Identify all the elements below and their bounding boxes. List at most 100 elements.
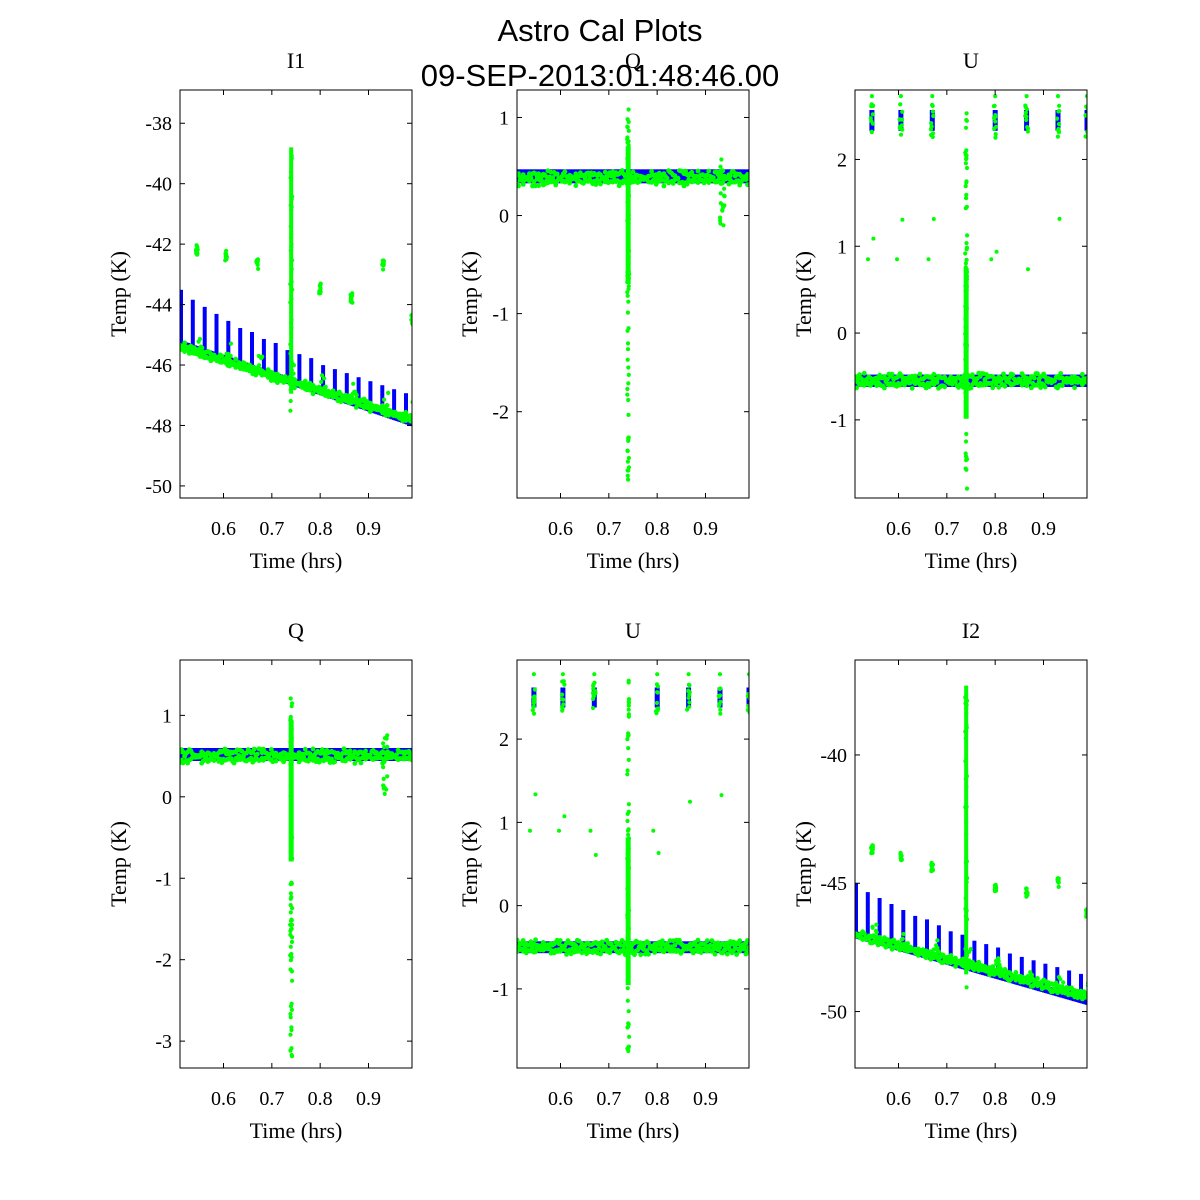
subplot-3: 0.6 0.7 0.8 0.9 2 1 0 -1 U Time (hrs) Temp (K): [791, 48, 1088, 573]
green-point: [638, 952, 644, 958]
green-point: [382, 397, 387, 402]
green-spike-point: [625, 986, 630, 991]
green-outlier-point: [651, 828, 656, 833]
green-cluster-point: [1085, 130, 1087, 135]
green-point: [996, 384, 1002, 390]
green-burst-point: [348, 299, 353, 304]
green-spike-point: [964, 156, 969, 161]
green-burst-point: [870, 850, 875, 856]
green-point: [1035, 371, 1040, 377]
subplot-title: U: [963, 48, 979, 73]
green-spike-point: [626, 477, 631, 482]
green-cluster-point: [685, 707, 690, 712]
y-tick-label: -42: [145, 234, 172, 256]
green-burst-point: [254, 258, 259, 263]
green-spike-point: [963, 331, 968, 337]
green-outlier-point: [926, 257, 931, 262]
green-minor-point: [721, 223, 726, 228]
green-point: [593, 182, 599, 187]
green-spike-point: [963, 454, 969, 459]
green-minor-point: [384, 752, 389, 758]
series-green: [855, 685, 1087, 1002]
green-spike-point: [625, 768, 630, 773]
green-point: [251, 746, 257, 752]
green-spike-point: [289, 818, 294, 823]
green-spike-point: [289, 704, 294, 709]
green-cluster-point: [1024, 107, 1030, 112]
green-burst-point: [869, 844, 874, 850]
green-point: [576, 938, 582, 944]
green-cluster-point: [898, 94, 904, 99]
x-tick-label: 0.9: [693, 518, 718, 540]
green-burst-point: [898, 851, 903, 856]
y-axis-label: Temp (K): [106, 251, 131, 337]
green-point: [745, 948, 749, 954]
y-tick-label: 2: [837, 149, 847, 171]
green-cluster-point: [747, 696, 749, 701]
green-minor-point: [720, 203, 725, 208]
green-cluster-point: [655, 672, 660, 677]
green-point: [994, 961, 999, 967]
green-spike-point: [964, 148, 969, 153]
green-point: [899, 937, 904, 942]
green-cluster-point: [591, 694, 597, 699]
green-point: [646, 940, 651, 946]
green-spike-point: [288, 903, 293, 908]
green-cluster-point: [686, 689, 691, 694]
green-outlier-point: [719, 793, 724, 798]
green-spike-point: [626, 234, 631, 239]
x-axis-label: Time (hrs): [250, 548, 343, 573]
green-spike-point: [964, 270, 969, 275]
green-point: [536, 183, 542, 189]
green-spike-point: [288, 896, 293, 901]
green-spike-point: [964, 196, 969, 201]
green-point: [598, 181, 603, 187]
green-cluster-point: [746, 672, 749, 677]
green-point: [644, 948, 650, 953]
y-tick-label: -1: [155, 868, 172, 890]
green-point: [306, 758, 311, 764]
axes-frame: [179, 89, 413, 499]
green-point: [517, 937, 520, 943]
green-cluster-point: [591, 683, 596, 688]
green-outlier-point: [1026, 267, 1030, 272]
green-minor-point: [382, 736, 387, 741]
green-burst-point: [994, 885, 999, 890]
green-cluster-point: [1025, 129, 1030, 134]
green-point: [996, 956, 1001, 961]
green-point: [341, 746, 347, 752]
green-point: [746, 176, 749, 181]
green-cluster-point: [869, 94, 875, 99]
green-point: [695, 937, 701, 943]
green-minor-point: [381, 783, 386, 788]
green-spike-point: [288, 714, 293, 720]
green-spike-point: [625, 459, 631, 464]
green-spike-point: [289, 951, 294, 957]
green-minor-point: [381, 765, 386, 770]
green-point: [211, 758, 217, 763]
x-tick-label: 0.7: [596, 1088, 621, 1110]
y-axis-label: Temp (K): [106, 821, 131, 907]
green-outlier-point: [931, 217, 936, 221]
green-spike-point: [626, 840, 631, 846]
green-spike-point: [289, 727, 294, 732]
x-axis-label: Time (hrs): [250, 1118, 343, 1143]
green-spike-point: [626, 213, 631, 218]
green-point: [386, 390, 391, 395]
green-spike-point: [288, 740, 293, 745]
green-point: [520, 938, 526, 943]
green-cluster-point: [900, 127, 905, 132]
green-point: [717, 945, 722, 951]
green-point: [228, 341, 233, 346]
green-point: [347, 748, 353, 754]
green-spike-point: [626, 381, 631, 386]
green-cluster-point: [1084, 104, 1087, 109]
green-spike-point: [289, 939, 295, 945]
green-spike-point: [288, 783, 293, 788]
green-point: [394, 752, 399, 758]
green-spike-point: [964, 241, 969, 246]
green-cluster-point: [559, 697, 565, 702]
green-point: [868, 383, 873, 388]
green-burst-point: [992, 889, 998, 894]
y-tick-label: -1: [830, 410, 847, 432]
